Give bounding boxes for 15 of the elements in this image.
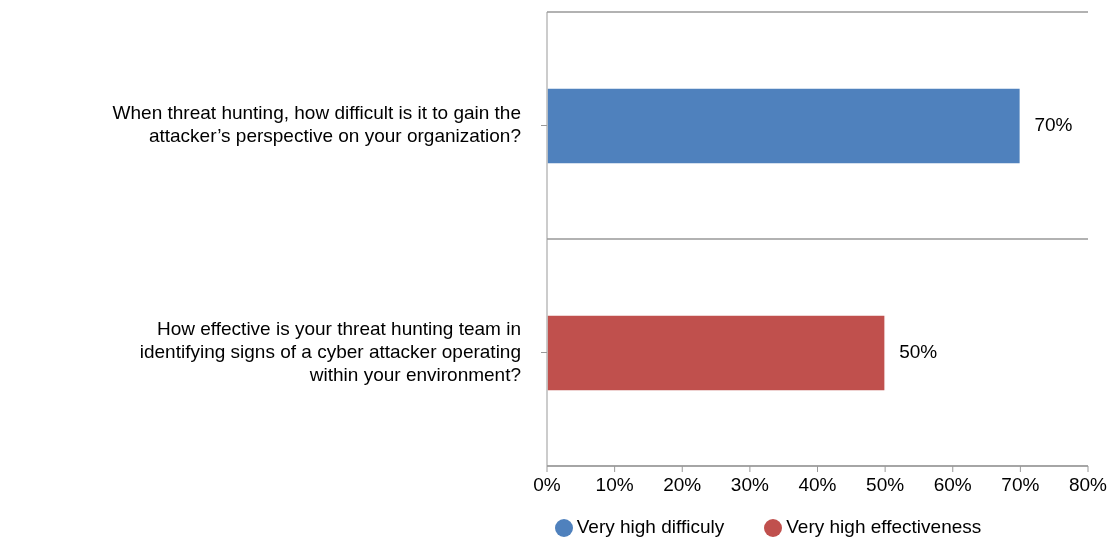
- x-tick-label: 20%: [663, 474, 702, 496]
- data-label: 50%: [899, 341, 938, 363]
- x-tick-label: 60%: [933, 474, 972, 496]
- x-tick-label: 50%: [866, 474, 905, 496]
- x-tick-label: 0%: [533, 474, 561, 496]
- x-tick-label: 70%: [1001, 474, 1040, 496]
- data-label: 70%: [1034, 114, 1073, 136]
- x-tick-label: 30%: [730, 474, 769, 496]
- x-tick-label: 40%: [798, 474, 837, 496]
- x-tick-label: 10%: [595, 474, 634, 496]
- x-tick-label: 80%: [1068, 474, 1108, 496]
- y-tick-label: When threat hunting, how difficult is it to gain the attacker’s perspective on your organization?: [112, 102, 521, 147]
- y-tick-label: How effective is your threat hunting team in identifying signs of a cyber attacker operating within your environment?: [139, 317, 521, 385]
- legend-label: Very high difficuly: [576, 516, 725, 537]
- legend-label: Very high effectiveness: [786, 516, 982, 537]
